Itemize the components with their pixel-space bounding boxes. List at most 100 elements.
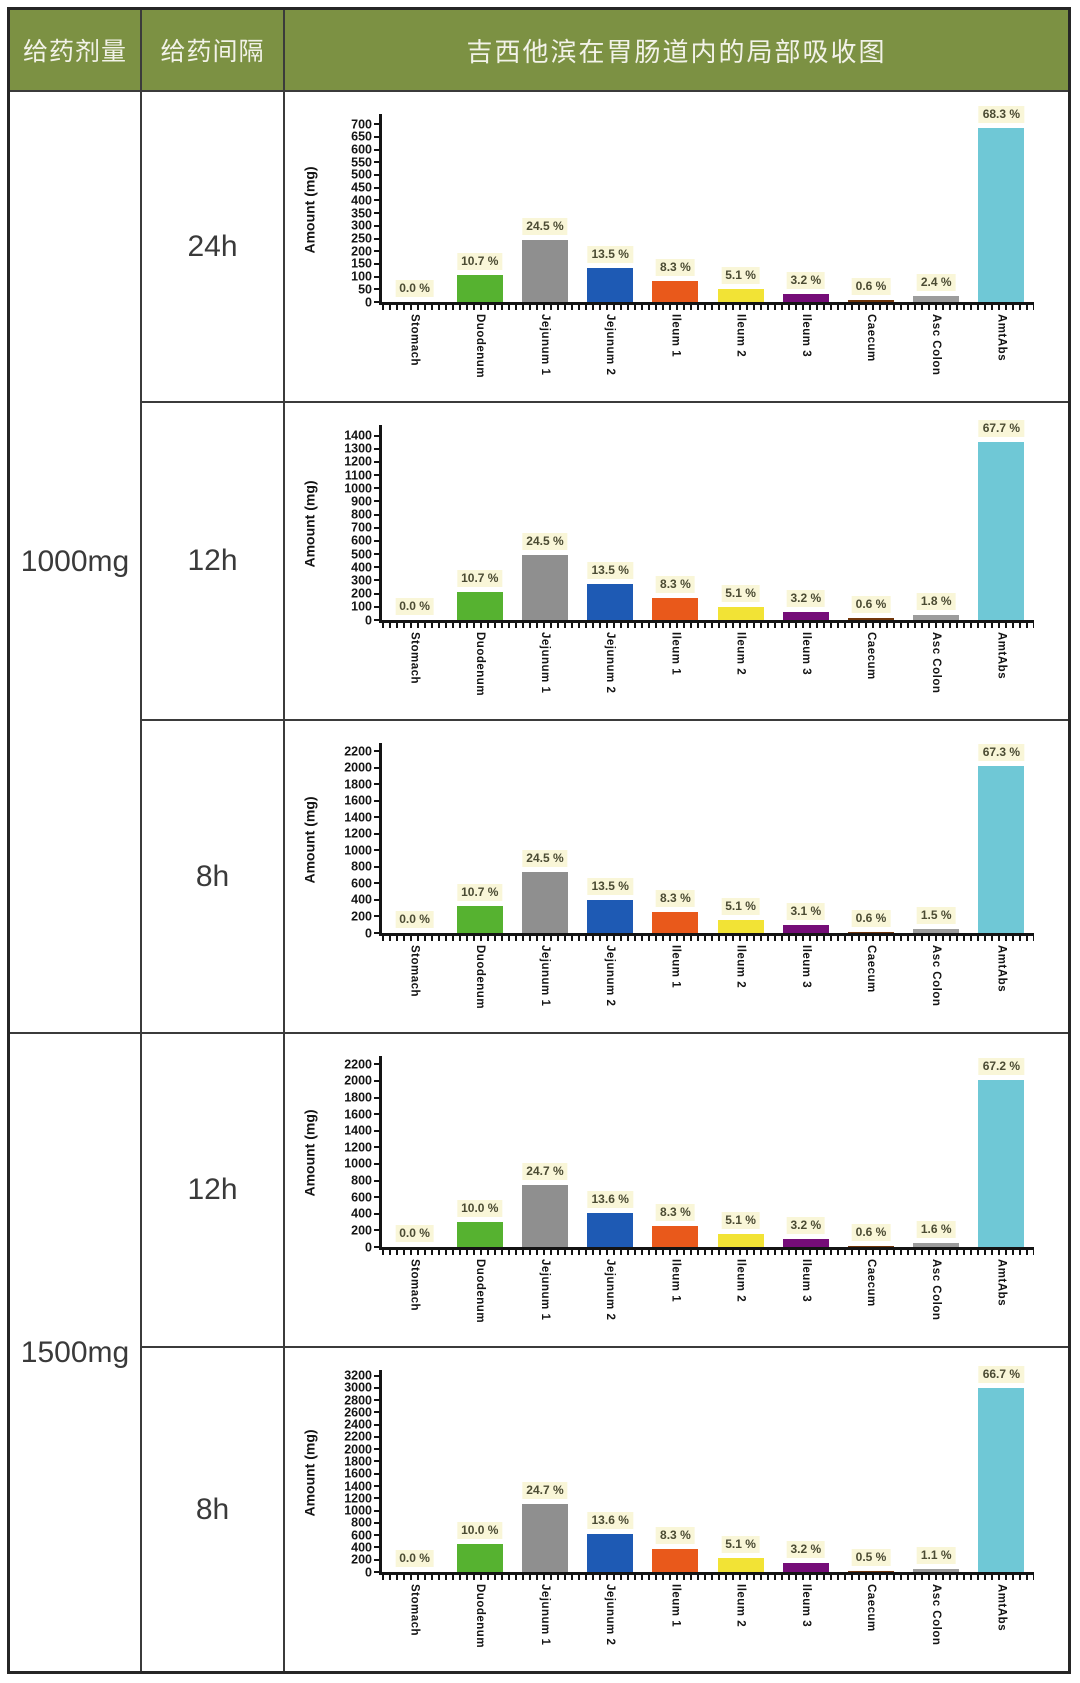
y-axis-title: Amount (mg) xyxy=(302,795,318,884)
percent-label: 0.0 % xyxy=(395,1550,434,1567)
y-tick-label: 650 xyxy=(351,129,372,144)
y-tick-label: 50 xyxy=(358,282,372,297)
x-tick-label: Ileum 1 xyxy=(669,945,682,989)
x-tick-label: Jejunum 1 xyxy=(538,314,551,376)
bar-jejunum-1 xyxy=(521,555,568,620)
y-tick-label: 2200 xyxy=(344,744,372,759)
bar-duodenum xyxy=(456,1222,503,1247)
bar-slot-asc-colon: 1.5 % Asc Colon xyxy=(904,743,969,1006)
bar-ileum-3 xyxy=(782,611,829,620)
y-tick-mark xyxy=(374,1374,382,1377)
x-tick-label: Stomach xyxy=(408,1584,421,1637)
y-tick-label: 3200 xyxy=(344,1368,372,1383)
y-tick-mark xyxy=(374,816,382,819)
bar-jejunum-2 xyxy=(587,1534,634,1572)
bar-slot-ileum-1: 8.3 % Ileum 1 xyxy=(643,1056,708,1302)
y-tick-label: 1800 xyxy=(344,777,372,792)
y-tick-mark xyxy=(374,1558,382,1561)
y-tick-mark xyxy=(374,750,382,753)
x-tick-label: Asc Colon xyxy=(930,314,943,376)
bar-slot-ileum-2: 5.1 % Ileum 2 xyxy=(708,743,773,988)
x-tick-label: AmtAbs xyxy=(995,1584,1008,1632)
y-tick-label: 600 xyxy=(351,1527,372,1542)
percent-label: 10.0 % xyxy=(457,1522,503,1540)
x-tick-label: Ileum 3 xyxy=(799,1259,812,1303)
y-tick-mark xyxy=(374,1485,382,1488)
x-tick-label: Ileum 2 xyxy=(734,1259,747,1303)
y-tick-mark xyxy=(374,301,382,303)
bar-slot-asc-colon: 1.8 % Asc Colon xyxy=(904,425,969,693)
y-tick-mark xyxy=(374,199,382,202)
bar-duodenum xyxy=(456,274,503,302)
percent-label: 1.1 % xyxy=(916,1546,956,1564)
plot-area: 0 200 400 600 800 1000 1200 1400 1600 1800 2000 220… xyxy=(344,1365,1034,1648)
y-tick-mark xyxy=(374,487,382,490)
header-dose: 给药剂量 xyxy=(10,10,142,92)
y-tick-mark xyxy=(374,474,382,477)
x-tick-label: Jejunum 1 xyxy=(538,1584,551,1646)
x-tick-label: Jejunum 2 xyxy=(604,632,617,694)
x-tick-label: Stomach xyxy=(408,314,421,367)
bar-jejunum-2 xyxy=(587,267,634,302)
percent-label: 3.1 % xyxy=(786,903,826,921)
x-tick-label: Caecum xyxy=(864,1584,877,1632)
y-tick-label: 2400 xyxy=(344,1417,372,1432)
y-tick-mark xyxy=(374,1472,382,1475)
x-tick-label: Jejunum 1 xyxy=(538,945,551,1007)
y-tick-mark xyxy=(374,1534,382,1537)
x-tick-label: Duodenum xyxy=(473,632,486,697)
percent-label: 0.0 % xyxy=(395,1225,434,1242)
y-tick-label: 3000 xyxy=(344,1380,372,1395)
y-tick-label: 100 xyxy=(351,599,372,614)
y-tick-label: 1300 xyxy=(344,441,372,456)
y-tick-label: 500 xyxy=(351,167,372,182)
x-tick-label: AmtAbs xyxy=(995,632,1008,680)
x-tick-label: Duodenum xyxy=(473,1259,486,1324)
y-tick-mark xyxy=(374,1162,382,1165)
bar-jejunum-2 xyxy=(587,899,634,933)
y-tick-label: 300 xyxy=(351,218,372,233)
percent-label: 13.6 % xyxy=(587,1512,633,1530)
percent-label: 13.5 % xyxy=(587,877,633,895)
y-tick-label: 800 xyxy=(351,507,372,522)
y-tick-label: 300 xyxy=(351,573,372,588)
x-tick-label: AmtAbs xyxy=(995,945,1008,993)
percent-label: 8.3 % xyxy=(656,258,695,276)
bar-amtabs xyxy=(978,766,1025,933)
bar-ileum-2 xyxy=(717,606,764,620)
y-tick-mark xyxy=(374,1146,382,1149)
y-tick-label: 200 xyxy=(351,1223,372,1238)
y-tick-label: 1400 xyxy=(344,810,372,825)
y-tick-label: 0 xyxy=(365,925,372,940)
y-tick-mark xyxy=(374,224,382,227)
y-tick-mark xyxy=(374,799,382,802)
x-tick-label: Ileum 1 xyxy=(669,632,682,676)
x-tick-label: Duodenum xyxy=(473,945,486,1010)
y-tick-mark xyxy=(374,1179,382,1182)
plot-area: 0 100 200 300 400 500 600 700 800 900 1000 1100 1200… xyxy=(344,419,1034,696)
bar-ileum-3 xyxy=(782,293,829,302)
percent-label: 0.5 % xyxy=(851,1548,891,1566)
x-tick-label: Ileum 1 xyxy=(669,1259,682,1303)
y-tick-mark xyxy=(374,460,382,463)
y-tick-mark xyxy=(374,262,382,265)
y-tick-mark xyxy=(374,288,382,291)
y-tick-label: 200 xyxy=(351,1552,372,1567)
percent-label: 0.6 % xyxy=(851,596,891,614)
bar-caecum xyxy=(847,618,894,620)
y-tick-mark xyxy=(374,783,382,786)
dose-1500mg: 1500mg xyxy=(10,1034,142,1671)
bar-ileum-2 xyxy=(717,1234,764,1247)
bar-slot-duodenum: 10.7 % Duodenum xyxy=(447,425,512,696)
bar-slot-duodenum: 10.0 % Duodenum xyxy=(447,1370,512,1648)
x-tick-label: Ileum 2 xyxy=(734,1584,747,1628)
y-tick-mark xyxy=(374,865,382,868)
y-tick-label: 800 xyxy=(351,859,372,874)
y-tick-mark xyxy=(374,1063,382,1066)
x-tick-label: AmtAbs xyxy=(995,1259,1008,1307)
bar-slot-asc-colon: 1.6 % Asc Colon xyxy=(904,1056,969,1320)
bar-slot-duodenum: 10.7 % Duodenum xyxy=(447,743,512,1009)
bar-slot-jejunum-1: 24.7 % Jejunum 1 xyxy=(512,1056,577,1320)
bar-slot-ileum-3: 3.2 % Ileum 3 xyxy=(773,1056,838,1302)
y-tick-label: 1600 xyxy=(344,1106,372,1121)
